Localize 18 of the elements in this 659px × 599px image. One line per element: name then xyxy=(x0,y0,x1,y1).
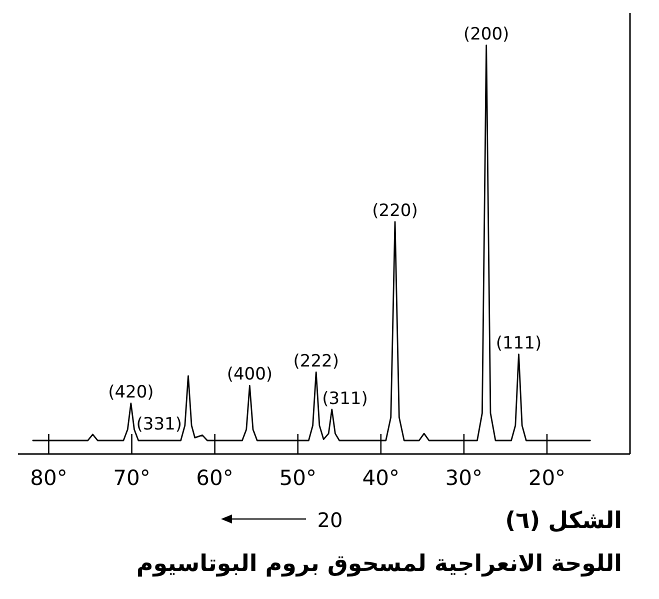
annotation: (400) xyxy=(226,364,273,385)
x-tick-label: 60° xyxy=(196,466,234,490)
annotation: (420) xyxy=(108,382,154,402)
x-tick-label: 80° xyxy=(30,466,68,490)
x-tick-label: 20° xyxy=(528,466,566,490)
text: اللوحة الانعراجية لمسحوق بروم البوتاسيوم xyxy=(136,551,622,577)
annotation: (111) xyxy=(496,333,542,354)
x-tick-label: 30° xyxy=(445,466,483,490)
x-tick-label: 40° xyxy=(362,466,400,490)
annotation: (220) xyxy=(372,200,418,221)
annotation: (200) xyxy=(463,24,510,44)
annotation: (222) xyxy=(293,351,339,372)
x-tick-label: 70° xyxy=(113,466,150,490)
annotation: (331) xyxy=(136,414,182,435)
x-axis-title: 20 xyxy=(317,508,343,532)
x-tick-label: 50° xyxy=(279,466,316,490)
annotation: (311) xyxy=(322,389,368,409)
text: الشكل (٦) xyxy=(505,508,622,534)
